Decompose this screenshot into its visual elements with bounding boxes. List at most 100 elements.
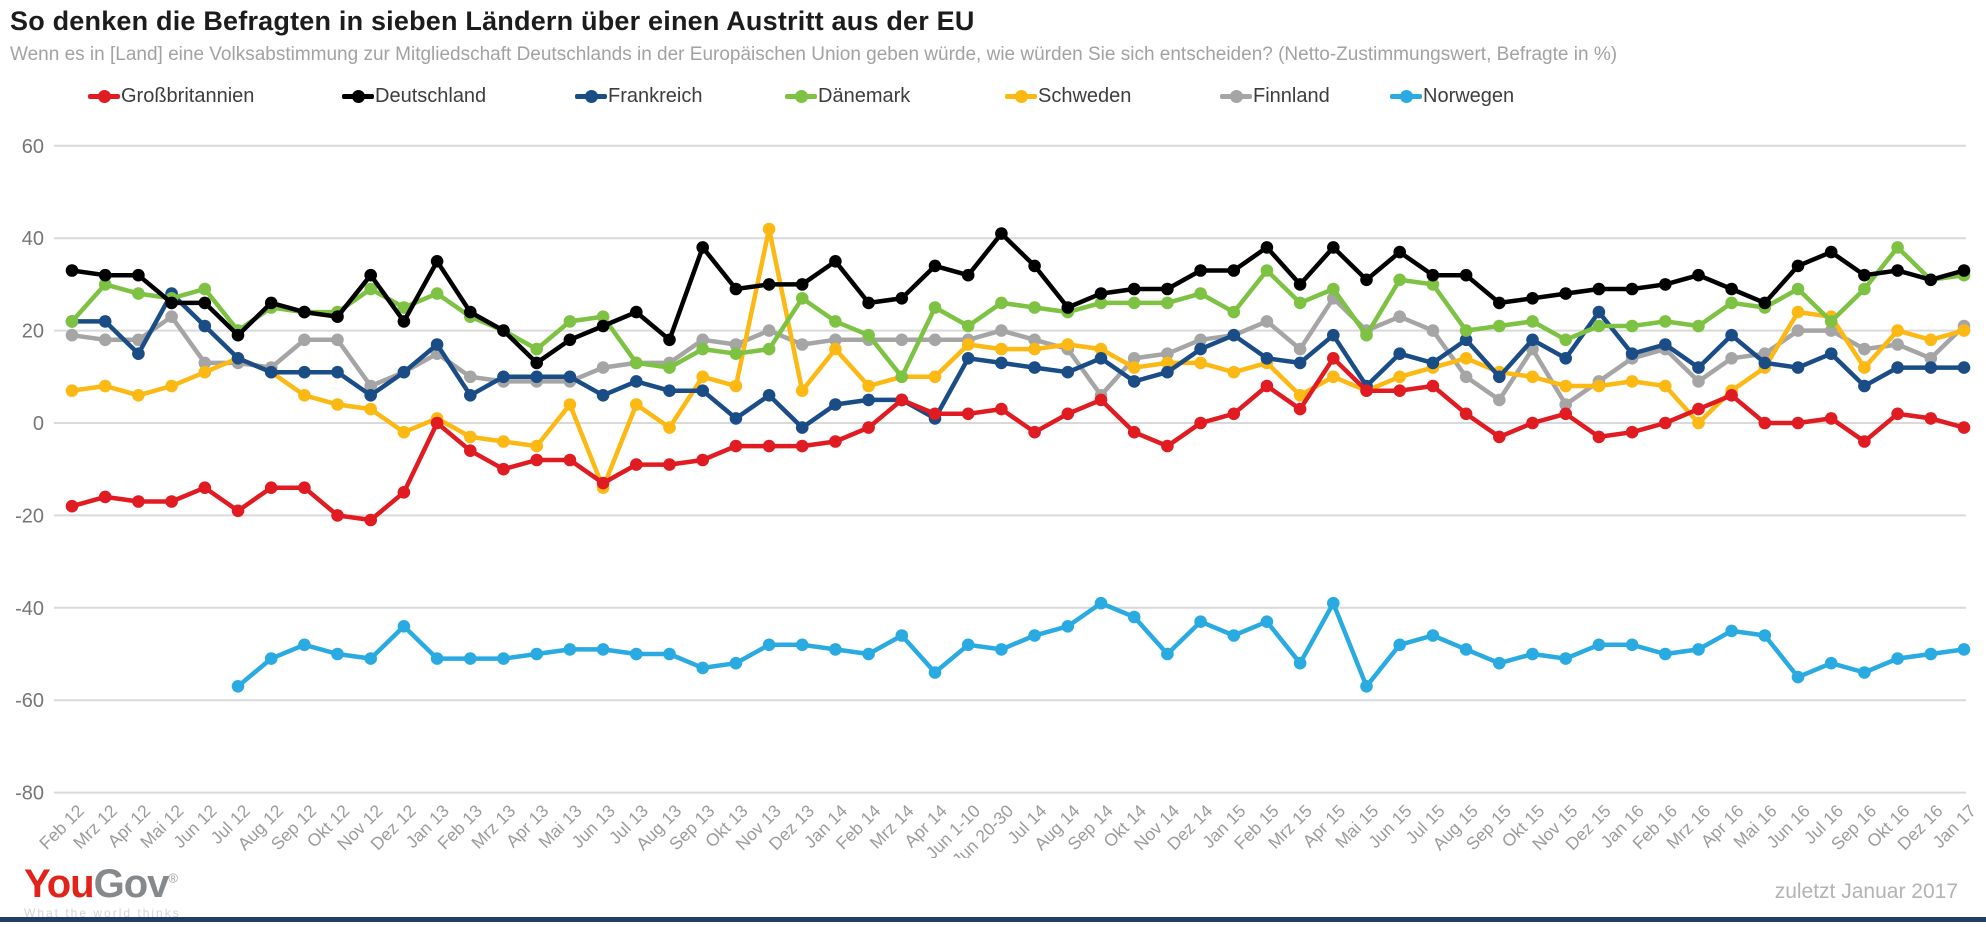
data-point <box>1194 615 1207 628</box>
data-point <box>1028 361 1041 374</box>
data-point <box>928 333 942 347</box>
data-point <box>1260 379 1274 393</box>
data-point <box>1227 629 1241 642</box>
data-point <box>1459 407 1473 421</box>
data-point <box>1459 643 1473 656</box>
data-point <box>1493 319 1506 333</box>
data-point <box>729 338 743 351</box>
data-point <box>928 259 942 273</box>
data-point <box>1559 407 1572 421</box>
data-point <box>630 375 643 388</box>
logo-tagline: What the world thinks <box>24 906 181 920</box>
data-point <box>1891 324 1904 337</box>
data-point <box>1957 643 1971 656</box>
data-point <box>1459 324 1473 337</box>
data-point <box>1692 416 1705 430</box>
data-point <box>1260 315 1274 328</box>
data-point <box>630 458 643 471</box>
data-point <box>1293 389 1307 402</box>
data-point <box>729 282 743 296</box>
data-point <box>1028 342 1041 356</box>
footer-accent-bar <box>0 917 1986 922</box>
data-point <box>795 292 809 305</box>
data-point <box>729 412 743 425</box>
chart-header: So denken die Befragten in sieben Länder… <box>10 6 1976 66</box>
data-point <box>298 365 311 379</box>
data-point <box>98 278 112 291</box>
data-point <box>961 407 975 421</box>
legend: Großbritannien Deutschland Frankreich Dänem… <box>0 82 1986 110</box>
data-point <box>397 425 411 439</box>
data-point <box>1194 333 1207 347</box>
data-point <box>198 282 212 296</box>
data-point <box>995 296 1008 310</box>
data-point <box>928 370 942 384</box>
data-point <box>563 643 577 656</box>
data-point <box>1194 342 1207 356</box>
data-point <box>1824 347 1838 361</box>
data-point <box>1891 652 1904 665</box>
data-point <box>995 324 1008 337</box>
data-point <box>298 333 311 347</box>
data-point <box>1692 268 1705 282</box>
data-point <box>829 643 842 656</box>
data-point <box>1858 379 1871 393</box>
data-point <box>331 333 344 347</box>
legend-item-deutschland: Deutschland <box>342 82 486 110</box>
data-point <box>231 352 245 365</box>
data-point <box>563 333 577 347</box>
data-point <box>1127 425 1141 439</box>
data-point <box>1659 278 1672 291</box>
series-line-deutschland <box>65 227 1971 370</box>
page-title: So denken die Befragten in sieben Länder… <box>10 6 975 36</box>
data-point <box>1957 361 1971 374</box>
data-point <box>1758 416 1772 430</box>
data-point <box>264 481 278 495</box>
data-point <box>1293 342 1307 356</box>
data-point <box>1293 296 1307 310</box>
data-point <box>1493 370 1506 384</box>
data-point <box>1725 624 1738 638</box>
page-subtitle: Wenn es in [Land] eine Volksabstimmung z… <box>10 44 1618 65</box>
data-point <box>1526 315 1539 328</box>
data-point <box>430 652 444 665</box>
data-point <box>696 241 709 254</box>
data-point <box>430 254 444 268</box>
legend-item-norwegen: Norwegen <box>1390 82 1514 110</box>
data-point <box>530 370 543 384</box>
data-point <box>663 384 676 398</box>
legend-marker-icon <box>88 89 120 103</box>
data-point <box>165 310 178 324</box>
data-point <box>1957 324 1971 337</box>
data-point <box>762 638 776 652</box>
data-point <box>1692 375 1705 388</box>
data-point <box>132 347 145 361</box>
data-point <box>198 481 212 495</box>
data-point <box>1094 352 1108 365</box>
data-point <box>1625 638 1639 652</box>
legend-dot-icon <box>1230 89 1243 103</box>
data-point <box>1725 352 1738 365</box>
data-point <box>364 402 378 416</box>
legend-dot-icon <box>585 89 598 103</box>
data-point <box>1227 365 1241 379</box>
data-point <box>1824 412 1838 425</box>
data-point <box>497 435 510 448</box>
data-point <box>397 315 411 328</box>
data-point <box>1791 416 1805 430</box>
data-point <box>1094 296 1108 310</box>
data-point <box>430 338 444 351</box>
data-point <box>1559 287 1572 300</box>
data-point <box>1094 596 1108 610</box>
data-point <box>397 365 411 379</box>
data-point <box>1227 407 1241 421</box>
data-point <box>1426 324 1440 337</box>
data-point <box>829 342 842 356</box>
data-point <box>762 222 776 236</box>
data-point <box>1360 384 1373 398</box>
data-point <box>762 278 776 291</box>
data-point <box>331 647 344 661</box>
data-point <box>1526 416 1539 430</box>
data-point <box>1327 328 1340 342</box>
